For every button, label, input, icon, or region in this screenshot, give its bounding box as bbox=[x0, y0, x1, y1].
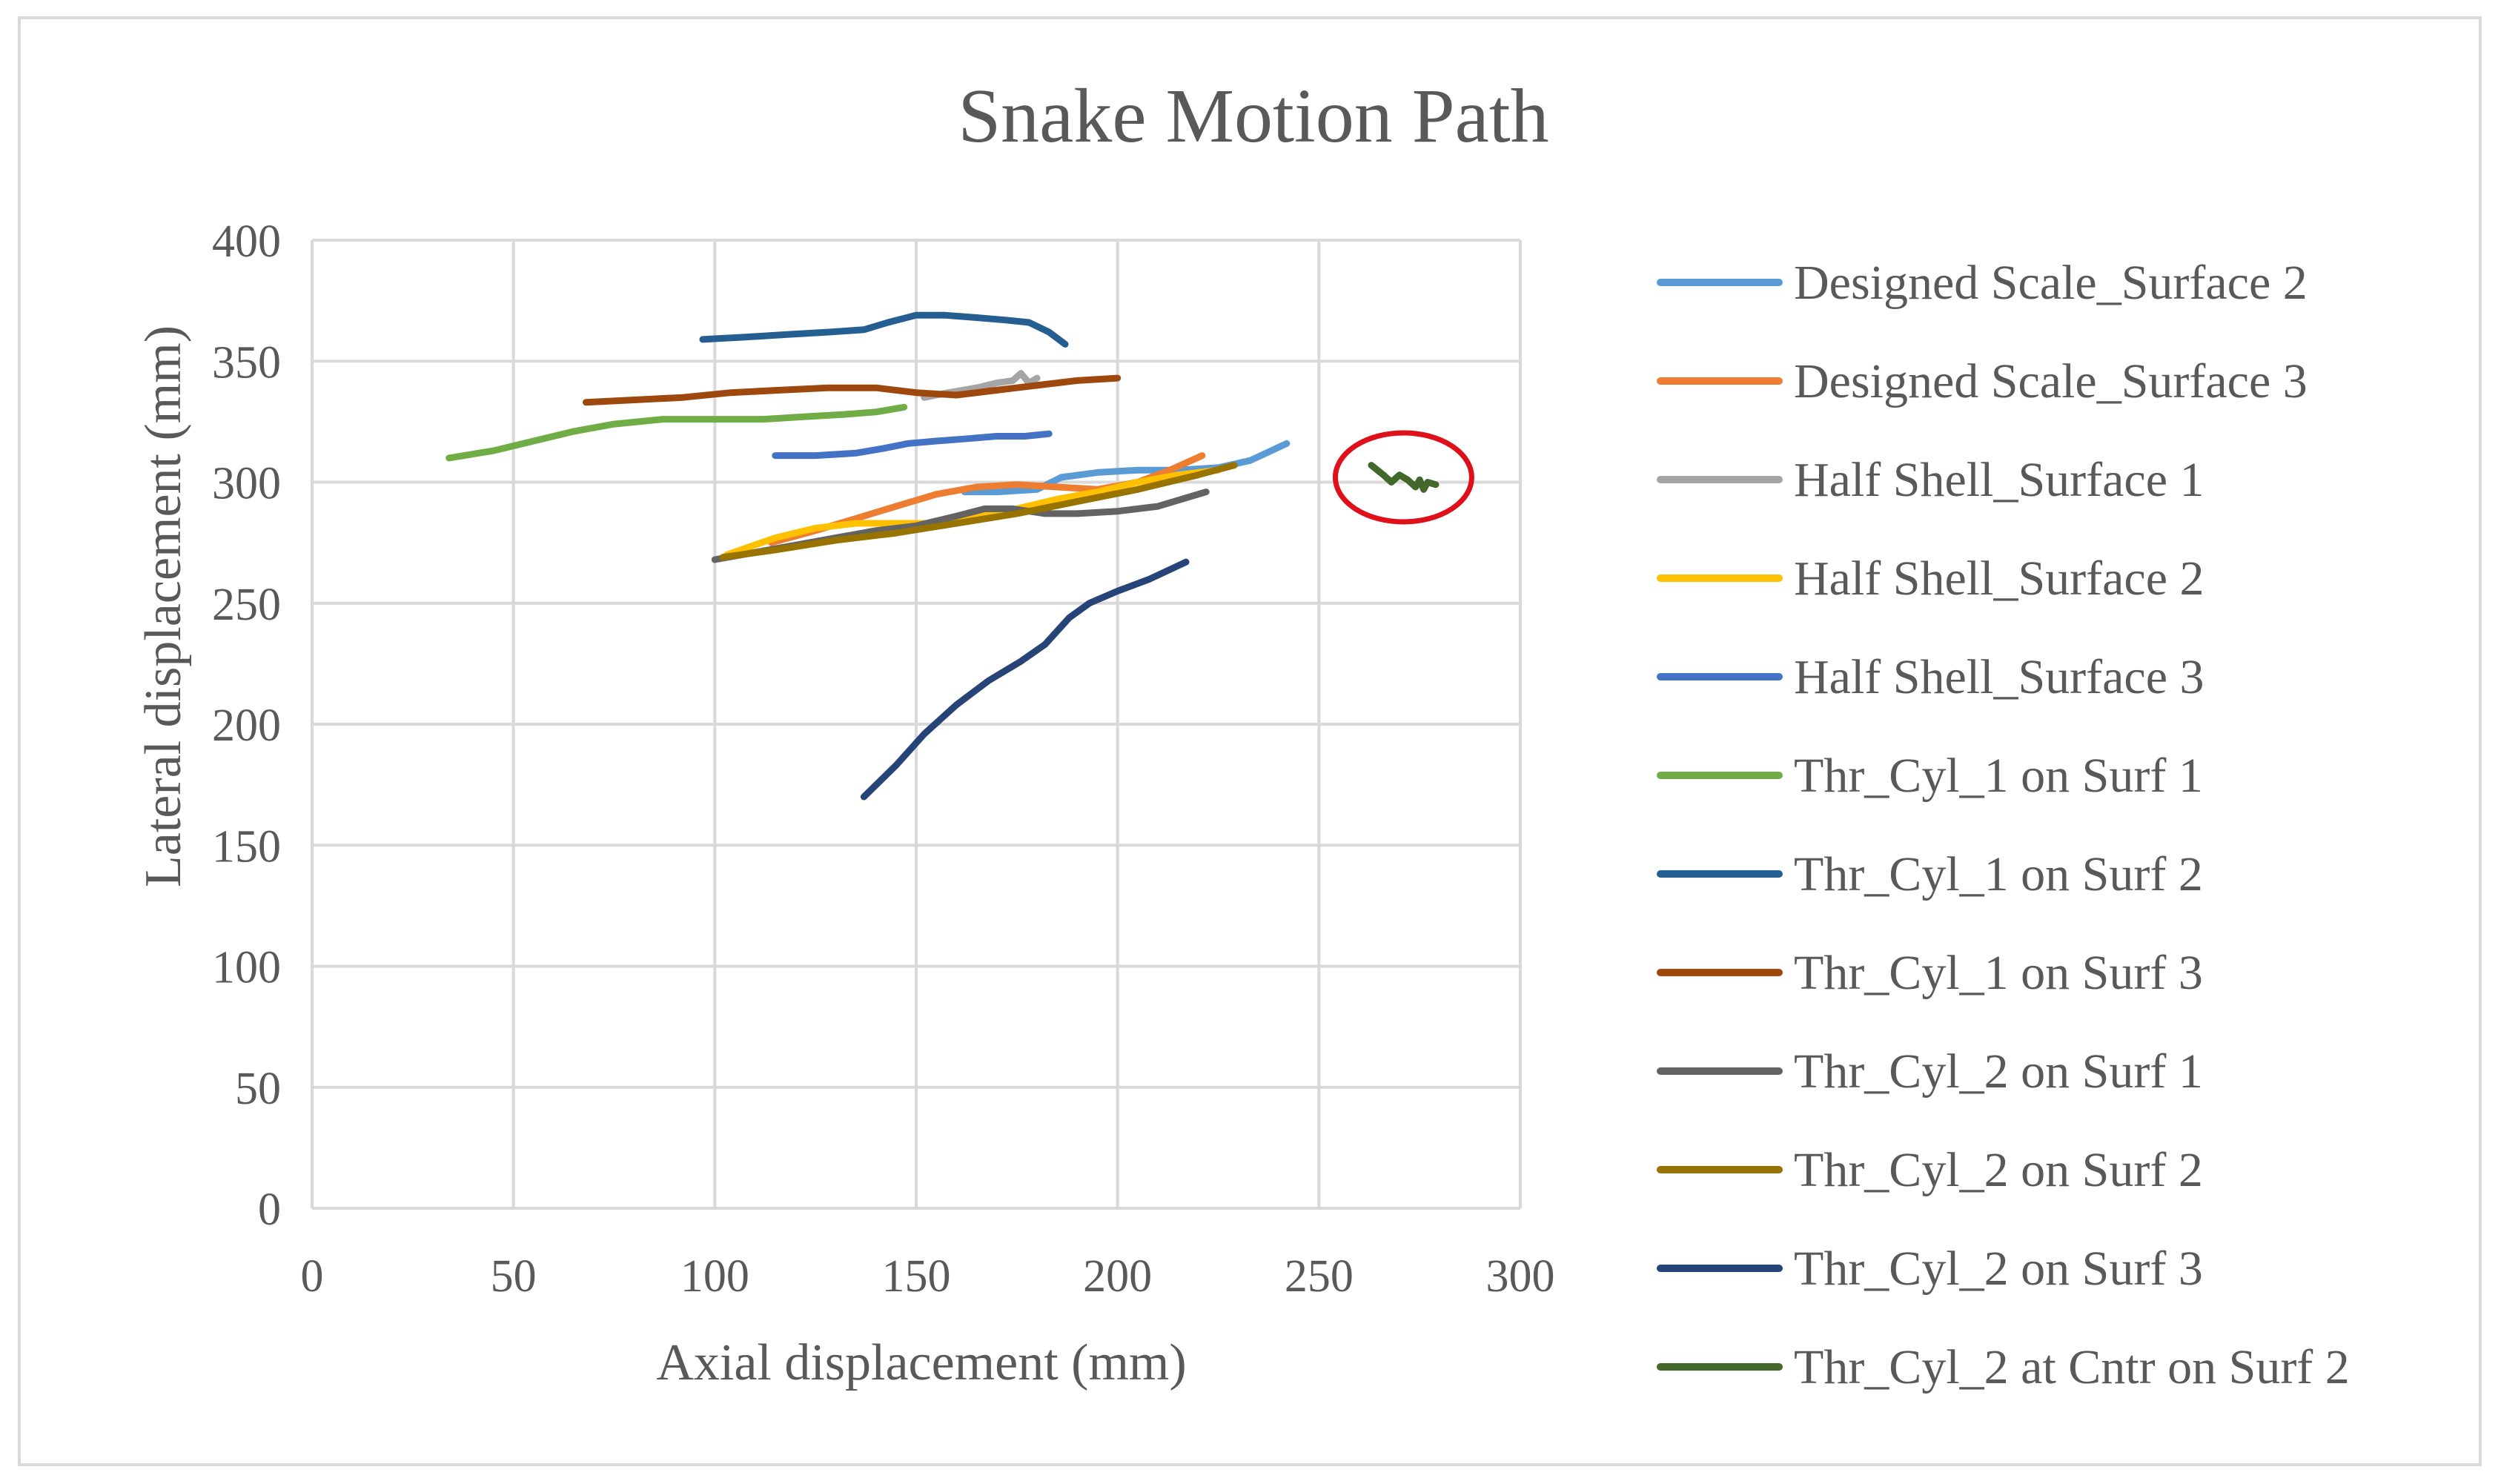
legend-label: Thr_Cyl_1 on Surf 3 bbox=[1794, 946, 2203, 1000]
y-tick-label: 400 bbox=[212, 216, 281, 267]
highlight-circle bbox=[1332, 430, 1474, 525]
legend-label: Thr_Cyl_1 on Surf 2 bbox=[1794, 847, 2203, 901]
series-line-7 bbox=[699, 311, 1069, 348]
legend-label: Half Shell_Surface 3 bbox=[1794, 650, 2204, 704]
y-tick-label: 100 bbox=[212, 943, 281, 993]
y-tick-label: 50 bbox=[235, 1064, 281, 1114]
y-tick-label: 350 bbox=[212, 337, 281, 388]
x-tick-label: 100 bbox=[680, 1251, 749, 1302]
y-tick-label: 250 bbox=[212, 580, 281, 630]
legend-label: Half Shell_Surface 2 bbox=[1794, 551, 2204, 606]
y-tick-label: 0 bbox=[258, 1185, 281, 1235]
y-tick-label: 150 bbox=[212, 821, 281, 872]
series-line-6 bbox=[445, 403, 908, 462]
y-tick-label: 200 bbox=[212, 700, 281, 751]
x-tick-label: 50 bbox=[491, 1251, 537, 1302]
series-line-5 bbox=[772, 430, 1053, 460]
chart-frame: Snake Motion Path 0 50 100 150 200 250 300 0 50 1… bbox=[18, 16, 2482, 1466]
series-line-10 bbox=[719, 462, 1238, 561]
x-tick-label: 0 bbox=[301, 1251, 324, 1302]
legend-label: Designed Scale_Surface 2 bbox=[1794, 256, 2308, 310]
legend-label: Thr_Cyl_1 on Surf 1 bbox=[1794, 749, 2203, 803]
series-line-11 bbox=[860, 558, 1190, 801]
x-tick-label: 300 bbox=[1486, 1251, 1555, 1302]
y-axis-title: Lateral displacement (mm) bbox=[135, 325, 192, 887]
y-tick-label: 300 bbox=[212, 459, 281, 509]
chart-title: Snake Motion Path bbox=[958, 73, 1548, 159]
legend-label: Designed Scale_Surface 3 bbox=[1794, 354, 2308, 408]
legend-label: Thr_Cyl_2 on Surf 1 bbox=[1794, 1044, 2203, 1099]
legend-label: Thr_Cyl_2 on Surf 2 bbox=[1794, 1143, 2203, 1197]
series-line-8 bbox=[583, 374, 1122, 406]
series-line-12 bbox=[1368, 462, 1440, 493]
series-line-4 bbox=[723, 466, 1222, 558]
x-tick-label: 200 bbox=[1083, 1251, 1152, 1302]
legend-label: Half Shell_Surface 1 bbox=[1794, 453, 2204, 507]
legend-label: Thr_Cyl_2 at Cntr on Surf 2 bbox=[1794, 1340, 2350, 1394]
x-tick-label: 150 bbox=[882, 1251, 951, 1302]
chart: Snake Motion Path 0 50 100 150 200 250 300 0 50 1… bbox=[135, 73, 2350, 1394]
legend-label: Thr_Cyl_2 on Surf 3 bbox=[1794, 1242, 2203, 1296]
x-axis-title: Axial displacement (mm) bbox=[656, 1334, 1186, 1391]
x-tick-label: 250 bbox=[1285, 1251, 1354, 1302]
